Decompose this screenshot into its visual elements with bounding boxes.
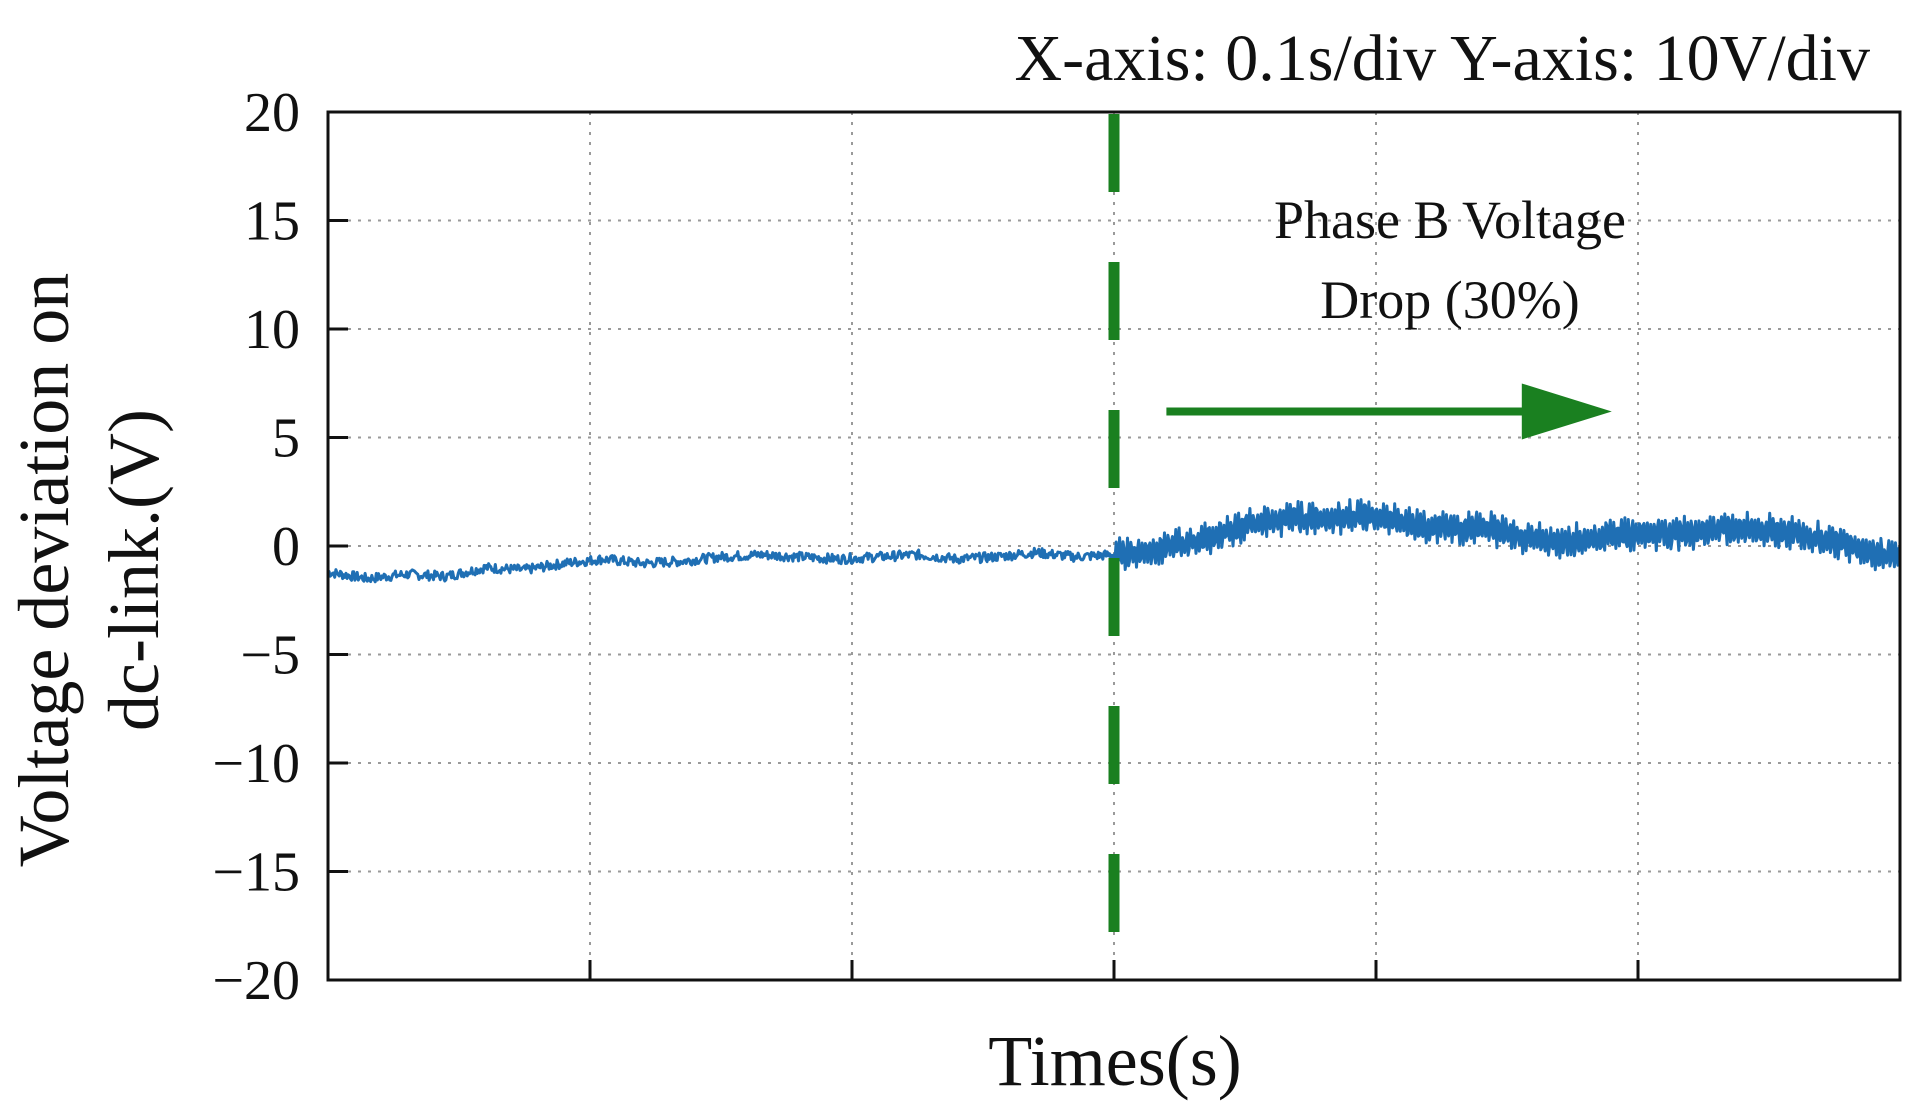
y-tick-label: 10 bbox=[244, 299, 300, 361]
y-tick-label: 5 bbox=[272, 408, 300, 470]
annotation-text-line: Phase B Voltage bbox=[1274, 190, 1626, 250]
y-tick-label: 0 bbox=[272, 516, 300, 578]
axes-frame bbox=[326, 110, 1902, 982]
y-tick-label: 20 bbox=[244, 82, 300, 144]
y-tick-label: −5 bbox=[240, 625, 300, 687]
series-line bbox=[327, 498, 1901, 584]
y-tick-label: 15 bbox=[244, 191, 300, 253]
y-tick-label: −10 bbox=[212, 733, 300, 795]
y-axis-title: Voltage deviation on dc-link.(V) bbox=[4, 273, 174, 868]
annotation-layer: Phase B Voltage Drop (30%) bbox=[1166, 190, 1626, 440]
y-tick-label: −20 bbox=[212, 950, 300, 1012]
annotation-text-line: Drop (30%) bbox=[1320, 270, 1579, 330]
y-axis-title-line-1: Voltage deviation on bbox=[4, 273, 84, 868]
series-layer bbox=[327, 498, 1901, 584]
y-tick-label: −15 bbox=[212, 842, 300, 904]
grid-lines bbox=[328, 112, 1900, 980]
y-tick-labels: 20 15 10 5 0 −5 −10 −15 −20 bbox=[212, 82, 300, 1012]
y-axis-title-line-2: dc-link.(V) bbox=[94, 409, 174, 731]
chart-title: X-axis: 0.1s/div Y-axis: 10V/div bbox=[1014, 22, 1870, 95]
annotation-arrow-head bbox=[1521, 383, 1612, 440]
x-axis-title: Times(s) bbox=[988, 1021, 1241, 1101]
